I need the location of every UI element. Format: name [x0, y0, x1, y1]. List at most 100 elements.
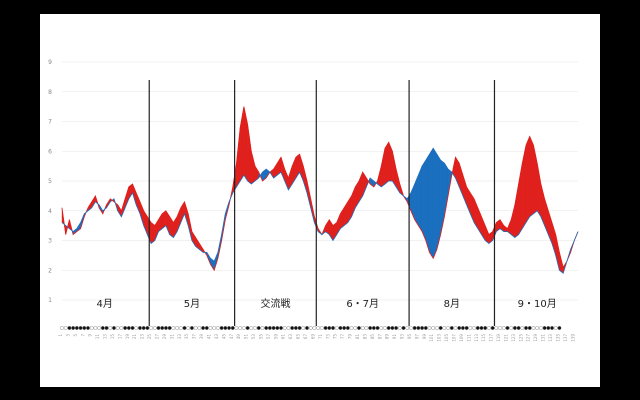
- game-result-dot: [212, 326, 217, 330]
- game-result-dot: [394, 326, 399, 330]
- x-tick-label: 97: [414, 334, 419, 340]
- game-result-dot: [279, 326, 283, 330]
- band-segment: [440, 159, 445, 235]
- y-tick-label: 3: [48, 238, 52, 245]
- game-result-dot: [241, 326, 246, 330]
- period-label: 交流戦: [260, 297, 290, 310]
- game-result-dot: [516, 326, 521, 330]
- game-result-dot: [360, 326, 365, 330]
- game-result-dot: [416, 326, 421, 330]
- x-tick-label: 99: [422, 334, 427, 340]
- game-result-dot: [178, 326, 183, 330]
- game-result-dot: [182, 326, 187, 330]
- x-tick-label: 129: [533, 334, 538, 342]
- game-result-dot: [119, 326, 124, 330]
- game-result-dot: [286, 326, 291, 330]
- x-tick-label: 67: [303, 334, 308, 340]
- game-result-dot: [383, 326, 387, 330]
- x-tick-label: 19: [125, 334, 130, 340]
- x-tick-label: 51: [244, 334, 249, 340]
- game-result-dot: [186, 326, 191, 330]
- game-result-dot: [164, 326, 168, 330]
- grid-lines: [62, 61, 578, 301]
- x-tick-labels: 1 3 5 7 9 11 13 15 17 19 21 23 25 27 29 31 33 35 37 39 41 43 4…: [58, 334, 575, 342]
- x-tick-label: 75: [333, 334, 338, 340]
- x-tick-label: 103: [437, 334, 442, 342]
- game-result-dot: [267, 326, 272, 330]
- x-tick-label: 53: [251, 334, 256, 340]
- band-segment: [347, 195, 352, 224]
- game-result-dot: [126, 326, 131, 330]
- game-result-dot: [401, 326, 406, 330]
- period-label: 5月: [184, 298, 200, 310]
- series-line: [61, 106, 579, 272]
- x-tick-label: 41: [206, 334, 211, 340]
- x-tick-label: 123: [511, 334, 516, 342]
- game-result-dot: [338, 326, 343, 330]
- x-tick-label: 109: [459, 334, 464, 342]
- game-result-dot: [397, 326, 402, 330]
- game-result-dot: [446, 326, 450, 330]
- game-result-dot: [371, 326, 376, 330]
- x-tick-label: 127: [526, 334, 531, 342]
- x-tick-label: 17: [117, 334, 122, 340]
- game-result-dot: [308, 326, 313, 330]
- period-label: 6・7月: [346, 298, 379, 310]
- band-segment: [429, 147, 434, 260]
- game-result-dot: [78, 326, 83, 330]
- game-result-dot: [442, 326, 447, 330]
- game-result-dot: [412, 326, 417, 330]
- game-result-dot: [319, 326, 324, 330]
- game-result-dot: [201, 326, 205, 330]
- x-tick-label: 125: [518, 334, 523, 342]
- x-tick-label: 15: [110, 334, 115, 340]
- game-result-dot: [368, 326, 373, 330]
- game-result-dot: [249, 326, 254, 330]
- x-tick-label: 121: [503, 334, 508, 342]
- game-result-dot: [327, 326, 332, 330]
- x-tick-label: 37: [192, 334, 197, 340]
- x-tick-label: 77: [340, 334, 345, 340]
- game-result-dot: [141, 326, 146, 330]
- game-result-dot: [457, 326, 462, 330]
- band-segment: [418, 166, 423, 233]
- x-tick-label: 105: [444, 334, 449, 342]
- game-result-dot: [483, 326, 488, 330]
- game-result-dot: [290, 326, 295, 330]
- game-result-dot: [512, 326, 517, 330]
- band-segment: [510, 204, 516, 238]
- game-result-dot: [275, 326, 280, 330]
- game-result-dot: [152, 326, 157, 330]
- band-segment: [514, 183, 519, 238]
- y-tick-label: 5: [48, 178, 52, 185]
- band-segment: [355, 180, 360, 209]
- game-result-dot: [461, 326, 465, 330]
- x-tick-label: 89: [385, 334, 390, 340]
- game-result-dot: [423, 326, 428, 330]
- x-tick-label: 57: [266, 334, 271, 340]
- game-result-dot: [449, 326, 454, 330]
- period-label: 8月: [444, 298, 460, 310]
- game-result-dot: [431, 326, 436, 330]
- series-line: [61, 147, 579, 274]
- x-tick-label: 39: [199, 334, 204, 340]
- game-result-dot: [293, 326, 298, 330]
- game-result-dot: [223, 326, 228, 330]
- game-result-dot: [472, 326, 476, 330]
- band-segment: [91, 195, 96, 209]
- game-result-dot: [386, 326, 391, 330]
- game-result-dot: [193, 326, 198, 330]
- game-result-dots: [60, 326, 562, 330]
- game-result-dot: [487, 326, 491, 330]
- period-label: 4月: [97, 298, 113, 310]
- game-result-dot: [479, 326, 484, 330]
- y-tick-label: 2: [48, 267, 52, 274]
- x-tick-label: 87: [377, 334, 382, 340]
- game-result-dot: [297, 326, 302, 330]
- game-result-dot: [345, 326, 350, 330]
- y-tick-label: 8: [48, 89, 52, 96]
- band-segment: [117, 204, 122, 218]
- game-result-dot: [453, 326, 458, 330]
- game-result-dot: [542, 326, 547, 330]
